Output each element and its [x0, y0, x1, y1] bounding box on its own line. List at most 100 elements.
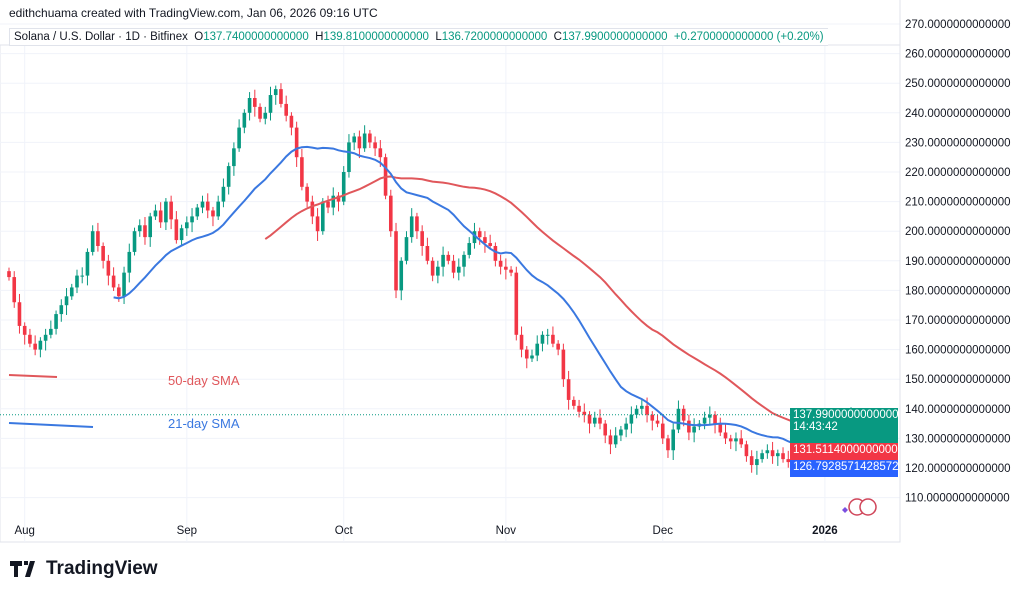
candle [514, 266, 519, 341]
candle [744, 440, 749, 462]
candle [153, 204, 158, 220]
candle [232, 142, 236, 176]
candle-body [640, 405, 644, 409]
candle-body [263, 112, 268, 119]
candle [169, 195, 173, 230]
candle-body [190, 216, 194, 223]
candle-body [75, 275, 79, 288]
candle [237, 119, 241, 152]
candle [33, 335, 37, 356]
candle-body [315, 216, 320, 232]
candle-body [310, 201, 315, 217]
candle-body [85, 251, 90, 276]
plot-area [0, 44, 901, 543]
symbol-label[interactable]: Solana / U.S. Dollar · 1D · Bitfinex [14, 31, 188, 43]
candle-body [425, 246, 430, 261]
candle-body [111, 275, 116, 288]
candle-body [708, 414, 712, 418]
candle [572, 396, 576, 410]
candle-body [185, 222, 189, 229]
candle [477, 227, 482, 245]
candle-body [530, 355, 534, 359]
candle-body [226, 166, 231, 187]
high-value: 139.8100000000000 [323, 31, 429, 43]
candle-body [634, 408, 639, 415]
candle [341, 166, 346, 206]
candle [708, 406, 712, 426]
candle [561, 343, 566, 387]
candle-body [561, 349, 566, 380]
candle [551, 326, 555, 348]
candle-body [341, 172, 346, 202]
candle-body [336, 195, 341, 202]
candle-body [90, 231, 95, 252]
candle [190, 208, 194, 233]
candle [362, 125, 367, 152]
candle-body [660, 423, 665, 439]
candle [263, 106, 268, 125]
candle [483, 231, 487, 253]
candle [666, 434, 670, 458]
candle [488, 234, 492, 250]
candle-body [362, 133, 367, 149]
candle [305, 183, 309, 208]
chart-credit: edithchuama created with TradingView.com… [9, 6, 378, 20]
candle [749, 450, 754, 473]
candle-body [592, 417, 597, 424]
candle [441, 246, 445, 277]
candle [587, 411, 592, 434]
candle [315, 208, 320, 241]
candle [273, 85, 278, 105]
x-tick-label: Sep [177, 525, 197, 537]
candle [556, 340, 560, 356]
candle-body [446, 254, 451, 261]
candle-body [216, 201, 220, 217]
candle [608, 429, 613, 455]
candle-body [556, 343, 560, 350]
candle-body [786, 459, 791, 463]
candle-body [545, 334, 550, 336]
candle [598, 409, 602, 430]
candle-body [572, 399, 576, 406]
candle-body [200, 201, 205, 208]
candle-body [477, 231, 482, 238]
candle-body [38, 340, 43, 350]
candle [650, 411, 655, 431]
candle [368, 129, 372, 149]
y-tick-label: 160.0000000000000 [905, 345, 1011, 357]
candle [75, 269, 79, 294]
candle [776, 449, 780, 466]
candle [755, 450, 759, 475]
candle-body [399, 260, 404, 291]
candle-body [247, 98, 252, 113]
candle [702, 411, 707, 430]
candle [629, 406, 634, 434]
y-tick-label: 270.0000000000000 [905, 19, 1011, 31]
candle-body [504, 266, 508, 270]
candle [158, 202, 163, 228]
candle [226, 162, 231, 195]
economic-events-icon[interactable] [842, 498, 877, 516]
sma50-price-tag: 131.5114000000000 [790, 443, 898, 460]
candle-body [284, 103, 288, 116]
candle-body [718, 423, 723, 433]
candle-body [603, 423, 608, 436]
candle [122, 266, 126, 305]
sma50-line[interactable] [264, 175, 857, 438]
candle [268, 86, 273, 121]
candle-body [195, 207, 200, 217]
candle [96, 222, 100, 252]
tradingview-logo[interactable]: TradingView [10, 558, 158, 580]
y-tick-label: 220.0000000000000 [905, 167, 1011, 179]
candle [164, 198, 168, 231]
candle-body [498, 260, 503, 267]
y-tick-label: 180.0000000000000 [905, 285, 1011, 297]
candle-body [566, 379, 571, 400]
sma21-line[interactable] [113, 145, 857, 454]
candle [69, 283, 74, 300]
y-tick-label: 140.0000000000000 [905, 404, 1011, 416]
candle [734, 432, 738, 452]
x-tick-label: Dec [653, 525, 674, 537]
x-tick-label: Aug [14, 525, 34, 537]
